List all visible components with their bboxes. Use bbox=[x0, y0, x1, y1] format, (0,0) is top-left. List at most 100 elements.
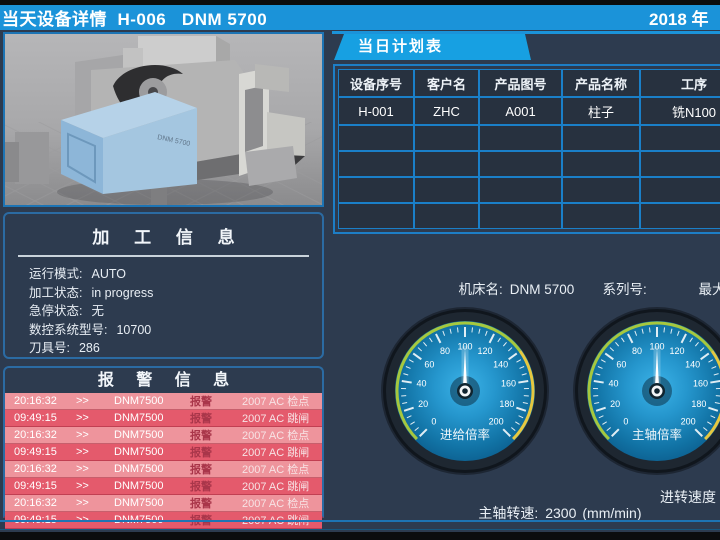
plan-table-empty-row bbox=[338, 177, 720, 203]
plan-empty-cell bbox=[414, 151, 479, 177]
field-tool-number: 刀具号: 286 bbox=[5, 339, 322, 358]
plan-table-empty-row bbox=[338, 151, 720, 177]
plan-empty-cell bbox=[562, 151, 640, 177]
alarm-amsg: 2007 AC 跳闸 bbox=[242, 413, 310, 425]
alarm-amsg: 2007 AC 检点 bbox=[242, 498, 310, 510]
plan-col-header: 产品名称 bbox=[562, 69, 640, 97]
svg-text:160: 160 bbox=[501, 378, 516, 388]
alarm-atype: 报警 bbox=[190, 396, 212, 408]
plan-empty-cell bbox=[338, 177, 414, 203]
alarm-aarr: >> bbox=[76, 480, 89, 492]
plan-table: 设备序号 客户名 产品图号 产品名称 工序 H-001 ZHC A001 柱子 铣N100 bbox=[333, 64, 720, 234]
svg-text:80: 80 bbox=[440, 346, 450, 356]
content-bottom-border-2 bbox=[0, 529, 720, 530]
alarm-adev: DNM7500 bbox=[114, 463, 164, 475]
page-title: 当天设备详情 H-006 DNM 5700 bbox=[2, 10, 268, 29]
alarm-aarr: >> bbox=[76, 429, 89, 441]
serial-label: 系列号: bbox=[602, 282, 647, 297]
alarm-amsg: 2007 AC 检点 bbox=[242, 464, 310, 476]
max-axes-label: 最大轴数 bbox=[698, 282, 720, 297]
plan-cell: ZHC bbox=[414, 97, 479, 125]
machine-body: DNM 5700 bbox=[5, 36, 305, 205]
alarm-aarr: >> bbox=[76, 446, 89, 458]
alarm-adev: DNM7500 bbox=[114, 497, 164, 509]
field-run-mode: 运行模式: AUTO bbox=[5, 265, 322, 284]
svg-text:80: 80 bbox=[632, 346, 642, 356]
alarm-atype: 报警 bbox=[190, 464, 212, 476]
alarm-row: 20:16:32 >> DNM7500 报警 2007 AC 检点 bbox=[5, 495, 322, 512]
field-cnc-model: 数控系统型号: 10700 bbox=[5, 321, 322, 340]
plan-col-header: 客户名 bbox=[414, 69, 479, 97]
field-value: 无 bbox=[91, 304, 104, 319]
svg-text:60: 60 bbox=[424, 360, 434, 370]
plan-col-header: 设备序号 bbox=[338, 69, 414, 97]
alarm-atype: 报警 bbox=[190, 430, 212, 442]
plan-empty-cell bbox=[479, 125, 562, 151]
alarm-row: 20:16:32 >> DNM7500 报警 2007 AC 检点 bbox=[5, 461, 322, 478]
alarm-info-title: 报 警 信 息 bbox=[97, 372, 239, 389]
plan-table-body: H-001 ZHC A001 柱子 铣N100 bbox=[338, 97, 720, 229]
plan-empty-cell bbox=[640, 203, 720, 229]
plan-empty-cell bbox=[338, 203, 414, 229]
feed-speed-label: 进转速度 bbox=[660, 489, 716, 505]
alarm-amsg: 2007 AC 跳闸 bbox=[242, 447, 310, 459]
svg-text:40: 40 bbox=[609, 378, 619, 388]
alarm-atype: 报警 bbox=[190, 481, 212, 493]
plan-empty-cell bbox=[562, 177, 640, 203]
plan-empty-cell bbox=[414, 203, 479, 229]
svg-text:60: 60 bbox=[616, 360, 626, 370]
machine-name-value: DNM 5700 bbox=[509, 282, 575, 297]
max-axes-group: 最大轴数 bbox=[676, 263, 720, 313]
svg-text:180: 180 bbox=[691, 399, 706, 409]
alarm-aarr: >> bbox=[76, 412, 89, 424]
field-label: 数控系统型号: bbox=[29, 322, 108, 337]
svg-text:100: 100 bbox=[649, 341, 664, 351]
field-label: 刀具号: bbox=[29, 341, 70, 356]
alarm-list: 20:16:32 >> DNM7500 报警 2007 AC 检点 09:49:15 >> D… bbox=[5, 393, 322, 529]
svg-text:进给倍率: 进给倍率 bbox=[440, 427, 490, 442]
alarm-aarr: >> bbox=[76, 395, 89, 407]
svg-text:20: 20 bbox=[418, 399, 428, 409]
alarm-amsg: 2007 AC 检点 bbox=[242, 396, 310, 408]
field-value: AUTO bbox=[91, 267, 126, 281]
machine-3d-render: DNM 5700 bbox=[5, 34, 322, 205]
alarm-atime: 09:49:15 bbox=[14, 412, 57, 424]
svg-text:120: 120 bbox=[669, 346, 684, 356]
process-info-panel: 加 工 信 息 运行模式: AUTO 加工状态: in progress 急停状态:… bbox=[3, 212, 324, 359]
machine-name-group: 机床名: DNM 5700 bbox=[436, 263, 575, 313]
field-value: in progress bbox=[91, 285, 154, 300]
alarm-atype: 报警 bbox=[190, 447, 212, 459]
plan-table-empty-row bbox=[338, 125, 720, 151]
plan-cell: H-001 bbox=[338, 97, 414, 125]
plan-col-header: 产品图号 bbox=[479, 69, 562, 97]
plan-empty-cell bbox=[338, 151, 414, 177]
plan-table-row[interactable]: H-001 ZHC A001 柱子 铣N100 bbox=[338, 97, 720, 125]
plan-empty-cell bbox=[479, 151, 562, 177]
field-label: 运行模式: bbox=[29, 267, 83, 281]
svg-text:120: 120 bbox=[477, 346, 492, 356]
alarm-adev: DNM7500 bbox=[114, 429, 164, 441]
machine-name-label: 机床名: bbox=[458, 282, 503, 297]
alarm-amsg: 2007 AC 跳闸 bbox=[242, 481, 310, 493]
field-label: 急停状态: bbox=[29, 304, 83, 319]
title-divider bbox=[18, 255, 309, 257]
plan-empty-cell bbox=[640, 151, 720, 177]
alarm-amsg: 2007 AC 检点 bbox=[242, 430, 310, 442]
alarm-adev: DNM7500 bbox=[114, 480, 164, 492]
alarm-adev: DNM7500 bbox=[114, 412, 164, 424]
machine-summary-row: 机床名: DNM 5700 系列号: 最大轴数 bbox=[333, 263, 720, 297]
field-label: 加工状态: bbox=[29, 285, 83, 300]
machine-image-panel: DNM 5700 bbox=[3, 32, 324, 207]
plan-empty-cell bbox=[414, 177, 479, 203]
plan-empty-cell bbox=[338, 125, 414, 151]
svg-text:100: 100 bbox=[457, 341, 472, 351]
tab-daily-plan[interactable]: 当日计划表 bbox=[334, 34, 531, 60]
alarm-atime: 09:49:15 bbox=[14, 480, 57, 492]
plan-empty-cell bbox=[479, 203, 562, 229]
plan-col-header: 工序 bbox=[640, 69, 720, 97]
alarm-adev: DNM7500 bbox=[114, 395, 164, 407]
svg-text:180: 180 bbox=[499, 399, 514, 409]
plan-table-empty-row bbox=[338, 203, 720, 229]
